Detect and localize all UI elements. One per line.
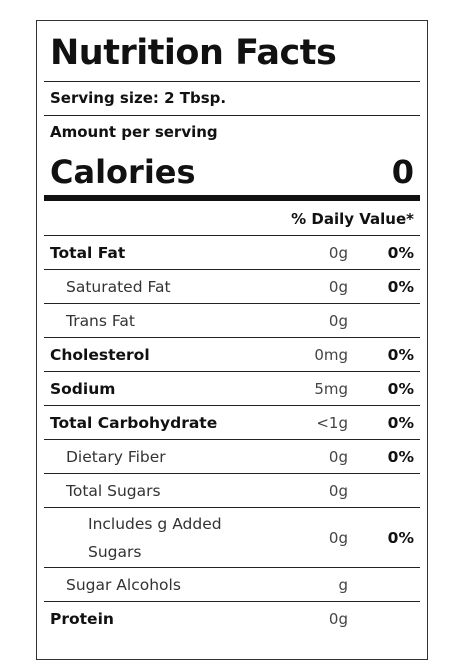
nutrient-amount: 0mg: [314, 345, 348, 364]
nutrient-amount: 0g: [328, 277, 348, 296]
nutrient-daily-value: 0%: [387, 345, 414, 364]
nutrient-amount: 0g: [328, 481, 348, 500]
nutrient-row-protein: Protein 0g: [44, 601, 420, 635]
nutrient-daily-value: 0%: [387, 243, 414, 262]
nutrient-name: Sodium: [50, 379, 116, 398]
nutrient-row-cholesterol: Cholesterol 0mg 0%: [44, 337, 420, 371]
nutrient-name: Trans Fat: [66, 311, 135, 330]
nutrition-facts-label: Nutrition Facts Serving size: 2 Tbsp. Am…: [36, 20, 428, 660]
nutrient-name: Dietary Fiber: [66, 447, 166, 466]
nutrient-amount: 0g: [328, 528, 348, 547]
calories-row: Calories 0: [44, 149, 420, 195]
nutrient-name: Protein: [50, 609, 114, 628]
nutrient-daily-value: 0%: [387, 277, 414, 296]
nutrient-name: Sugar Alcohols: [66, 575, 181, 594]
nutrient-row-total-sugars: Total Sugars 0g: [44, 473, 420, 507]
nutrient-amount: 0g: [328, 447, 348, 466]
nutrient-amount: <1g: [316, 413, 348, 432]
nutrient-amount: 0g: [328, 311, 348, 330]
divider: [44, 81, 420, 82]
nutrient-row-saturated-fat: Saturated Fat 0g 0%: [44, 269, 420, 303]
nutrient-amount: 5mg: [314, 379, 348, 398]
nutrient-row-sugar-alcohols: Sugar Alcohols g: [44, 567, 420, 601]
thick-divider: [44, 195, 420, 201]
nutrient-daily-value: 0%: [387, 379, 414, 398]
nutrient-name: Saturated Fat: [66, 277, 171, 296]
calories-label: Calories: [50, 153, 196, 191]
nutrient-daily-value: 0%: [387, 413, 414, 432]
divider: [44, 115, 420, 116]
nutrient-amount: 0g: [328, 609, 348, 628]
nutrient-row-total-fat: Total Fat 0g 0%: [44, 235, 420, 269]
nutrient-daily-value: 0%: [387, 528, 414, 547]
nutrient-amount: g: [338, 575, 348, 594]
nutrient-row-trans-fat: Trans Fat 0g: [44, 303, 420, 337]
nutrient-daily-value: 0%: [387, 447, 414, 466]
nutrient-name: Cholesterol: [50, 345, 150, 364]
nutrient-row-dietary-fiber: Dietary Fiber 0g 0%: [44, 439, 420, 473]
nutrient-amount: 0g: [328, 243, 348, 262]
nutrient-row-total-carbohydrate: Total Carbohydrate <1g 0%: [44, 405, 420, 439]
nutrient-name: Total Fat: [50, 243, 126, 262]
label-title: Nutrition Facts: [50, 33, 337, 73]
daily-value-header: % Daily Value*: [291, 210, 414, 228]
nutrient-name: Total Sugars: [66, 481, 161, 500]
nutrient-row-sodium: Sodium 5mg 0%: [44, 371, 420, 405]
amount-per-serving: Amount per serving: [50, 123, 218, 141]
calories-value: 0: [391, 153, 414, 191]
nutrient-name: Includes g Added Sugars: [88, 514, 222, 561]
nutrient-row-added-sugars: Includes g Added Sugars 0g 0%: [44, 507, 420, 567]
serving-size: Serving size: 2 Tbsp.: [50, 89, 227, 107]
nutrient-name: Total Carbohydrate: [50, 413, 218, 432]
